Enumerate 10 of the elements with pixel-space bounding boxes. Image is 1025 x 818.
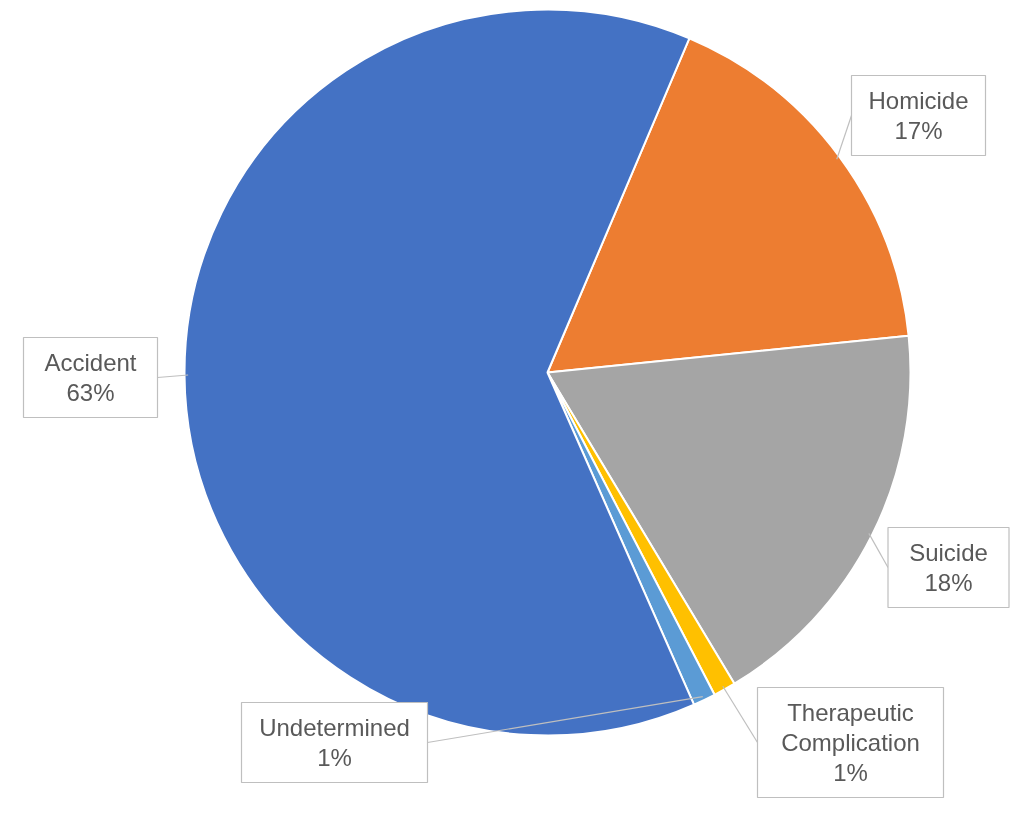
slice-label: Therapeutic Complication — [781, 699, 920, 756]
data-label: 18% — [924, 569, 973, 596]
data-label: 63% — [66, 379, 115, 406]
data-label: 17% — [894, 117, 943, 144]
slice-label: Homicide — [868, 87, 969, 114]
slice-label: Suicide — [909, 539, 988, 566]
data-label: 1% — [317, 744, 352, 771]
data-label: 1% — [833, 759, 868, 786]
slice-label: Undetermined — [259, 714, 410, 741]
slice-label: Accident — [44, 349, 137, 376]
